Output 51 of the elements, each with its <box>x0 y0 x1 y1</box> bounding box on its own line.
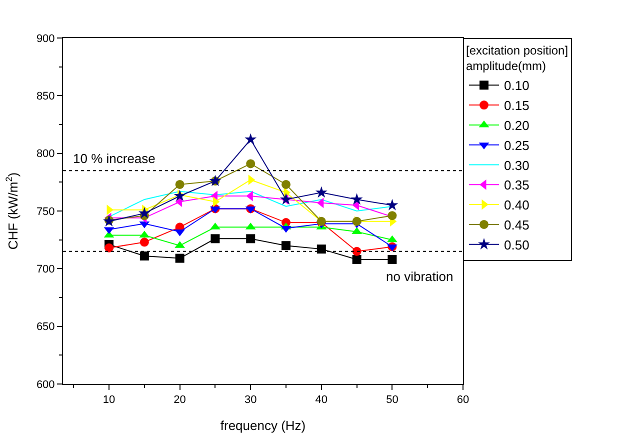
point <box>352 216 362 226</box>
x-axis-title: frequency (Hz) <box>220 418 306 433</box>
point <box>140 251 149 260</box>
point <box>246 234 256 244</box>
point <box>282 180 291 189</box>
point <box>212 196 220 207</box>
y-tick-label: 600 <box>36 378 55 391</box>
x-tick-label: 50 <box>386 394 398 406</box>
point <box>388 254 397 264</box>
point <box>282 241 291 250</box>
legend-label: 0.10 <box>504 78 530 94</box>
point <box>174 190 186 202</box>
legend-label: 0.40 <box>504 198 530 213</box>
legend-label: 0.50 <box>504 237 530 252</box>
legend-label: 0.45 <box>504 218 530 233</box>
legend-label: 0.20 <box>504 118 530 134</box>
point <box>140 238 149 247</box>
point <box>315 186 328 198</box>
x-tick-label: 40 <box>315 394 328 406</box>
ref-line-label: 10 % increase <box>73 151 156 166</box>
legend-label: 0.30 <box>504 158 530 173</box>
point <box>386 198 398 210</box>
point <box>244 133 257 145</box>
point <box>246 159 256 168</box>
point <box>352 254 362 264</box>
point <box>175 180 184 189</box>
legend-label: 0.15 <box>504 98 530 114</box>
legend-label: 0.35 <box>504 178 530 193</box>
point <box>210 234 220 244</box>
y-tick-label: 750 <box>36 206 55 218</box>
legend-label: 0.25 <box>504 138 530 153</box>
point <box>138 207 150 218</box>
y-tick-label: 800 <box>36 148 55 160</box>
x-tick-label: 30 <box>244 394 257 406</box>
point <box>316 244 326 254</box>
point <box>175 254 184 263</box>
point <box>280 193 292 205</box>
y-tick-label: 700 <box>36 264 55 276</box>
point <box>387 235 398 242</box>
y-tick-label: 850 <box>36 90 55 103</box>
y-tick-label: 650 <box>36 321 55 334</box>
x-tick-label: 10 <box>102 394 116 406</box>
y-tick-label: 900 <box>36 32 55 45</box>
point <box>104 243 114 252</box>
point <box>350 193 363 205</box>
x-tick-label: 20 <box>174 394 186 406</box>
x-tick-label: 60 <box>456 394 470 406</box>
point <box>388 211 397 220</box>
ref-line-label: no vibration <box>386 269 454 284</box>
point <box>352 246 362 256</box>
legend-title: [excitation position] amplitude(mm) <box>466 44 568 74</box>
